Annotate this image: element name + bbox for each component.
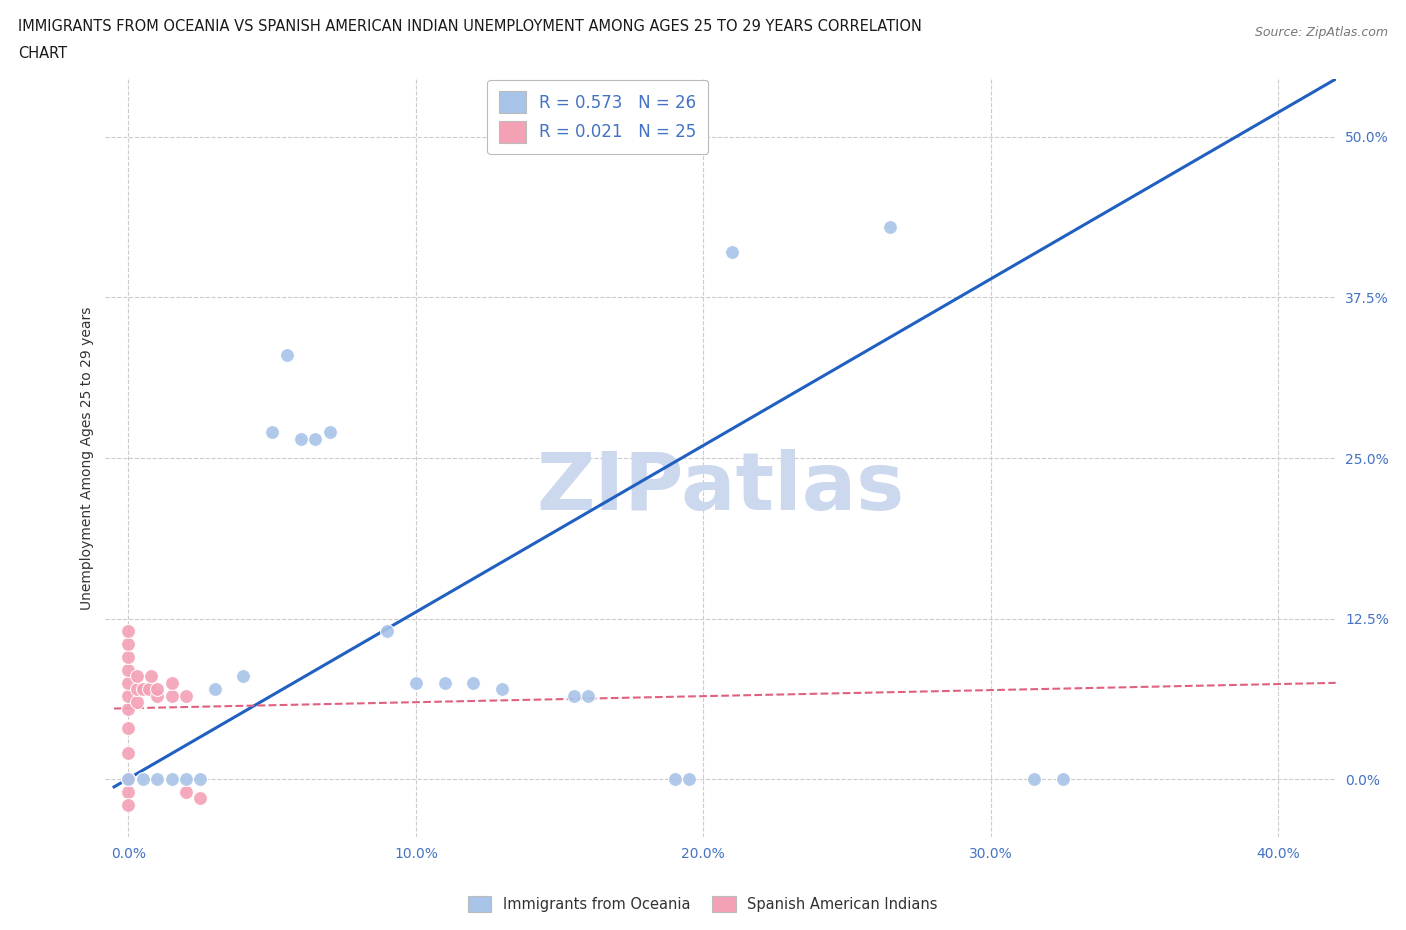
Point <box>576 688 599 703</box>
Point <box>463 675 485 690</box>
Point <box>879 219 901 234</box>
Point <box>117 772 139 787</box>
Point <box>664 772 686 787</box>
Point <box>232 669 254 684</box>
Point <box>146 682 169 697</box>
Text: ZIPatlas: ZIPatlas <box>537 449 904 527</box>
Point <box>678 772 700 787</box>
Point <box>721 245 744 259</box>
Point <box>146 688 169 703</box>
Point <box>318 425 340 440</box>
Point <box>117 785 139 800</box>
Point <box>117 746 139 761</box>
Point <box>132 772 155 787</box>
Point <box>562 688 585 703</box>
Point <box>138 682 160 697</box>
Point <box>491 682 513 697</box>
Point <box>117 688 139 703</box>
Point <box>174 772 197 787</box>
Point <box>117 650 139 665</box>
Legend: Immigrants from Oceania, Spanish American Indians: Immigrants from Oceania, Spanish America… <box>463 891 943 918</box>
Point <box>125 669 148 684</box>
Point <box>117 721 139 736</box>
Point <box>160 772 183 787</box>
Text: Source: ZipAtlas.com: Source: ZipAtlas.com <box>1254 26 1388 39</box>
Point <box>117 675 139 690</box>
Point <box>375 624 398 639</box>
Point <box>117 637 139 652</box>
Point <box>1052 772 1074 787</box>
Point <box>290 432 312 446</box>
Point <box>276 348 298 363</box>
Point <box>125 682 148 697</box>
Point <box>160 675 183 690</box>
Point <box>117 701 139 716</box>
Point <box>262 425 284 440</box>
Point <box>405 675 427 690</box>
Point <box>160 688 183 703</box>
Point <box>174 785 197 800</box>
Point <box>174 688 197 703</box>
Text: IMMIGRANTS FROM OCEANIA VS SPANISH AMERICAN INDIAN UNEMPLOYMENT AMONG AGES 25 TO: IMMIGRANTS FROM OCEANIA VS SPANISH AMERI… <box>18 19 922 33</box>
Point <box>117 624 139 639</box>
Point <box>117 797 139 812</box>
Y-axis label: Unemployment Among Ages 25 to 29 years: Unemployment Among Ages 25 to 29 years <box>80 306 94 610</box>
Point <box>141 669 163 684</box>
Point <box>146 772 169 787</box>
Legend: R = 0.573   N = 26, R = 0.021   N = 25: R = 0.573 N = 26, R = 0.021 N = 25 <box>488 80 707 154</box>
Point <box>188 772 211 787</box>
Point <box>117 772 139 787</box>
Text: CHART: CHART <box>18 46 67 61</box>
Point <box>125 695 148 710</box>
Point <box>188 791 211 806</box>
Point <box>1022 772 1045 787</box>
Point <box>132 682 155 697</box>
Point <box>204 682 226 697</box>
Point <box>433 675 456 690</box>
Point <box>304 432 326 446</box>
Point <box>117 662 139 677</box>
